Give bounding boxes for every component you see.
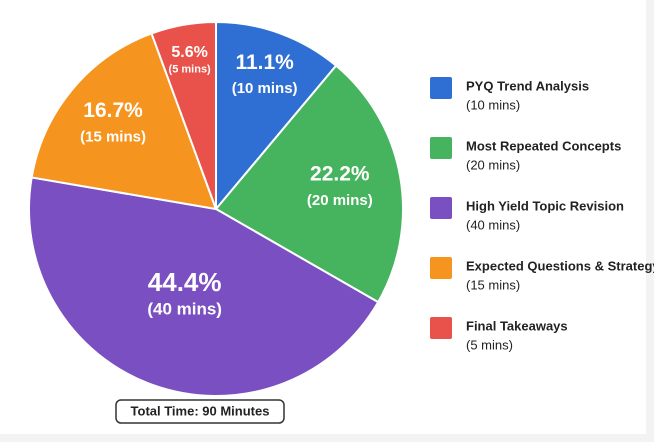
legend-swatch xyxy=(430,257,452,279)
legend-label: Most Repeated Concepts xyxy=(466,138,621,153)
legend-label: Final Takeaways xyxy=(466,318,568,333)
slice-duration: (15 mins) xyxy=(80,128,146,145)
slice-label: 22.2% xyxy=(310,163,370,186)
legend-duration: (15 mins) xyxy=(466,277,520,292)
pie-slice xyxy=(214,64,404,304)
slice-label: 44.4% xyxy=(148,267,222,297)
footer-box xyxy=(115,399,285,424)
pie-slice xyxy=(150,20,217,210)
legend-duration: (5 mins) xyxy=(466,337,513,352)
legend-label: High Yield Topic Revision xyxy=(466,198,624,213)
slice-duration: (40 mins) xyxy=(147,300,222,319)
slice-label: 11.1% xyxy=(235,51,294,74)
legend-swatch xyxy=(430,317,452,339)
legend-duration: (20 mins) xyxy=(466,157,520,172)
pie-slice xyxy=(28,176,380,397)
slice-duration: (5 mins) xyxy=(169,64,212,76)
legend-label: Expected Questions & Strategy xyxy=(466,258,654,273)
footer: Total Time: 90 Minutes xyxy=(131,403,270,418)
slice-duration: (10 mins) xyxy=(232,80,298,97)
legend-swatch xyxy=(430,137,452,159)
legend-duration: (10 mins) xyxy=(466,97,520,112)
legend-label: PYQ Trend Analysis xyxy=(466,78,589,93)
slice-label: 16.7% xyxy=(83,99,143,122)
legend-swatch xyxy=(430,197,452,219)
slice-label: 5.6% xyxy=(171,44,207,61)
pie-slice xyxy=(30,32,218,211)
slice-duration: (20 mins) xyxy=(307,192,373,209)
legend-swatch xyxy=(430,77,452,99)
pie-slice xyxy=(215,20,338,212)
legend-duration: (40 mins) xyxy=(466,217,520,232)
